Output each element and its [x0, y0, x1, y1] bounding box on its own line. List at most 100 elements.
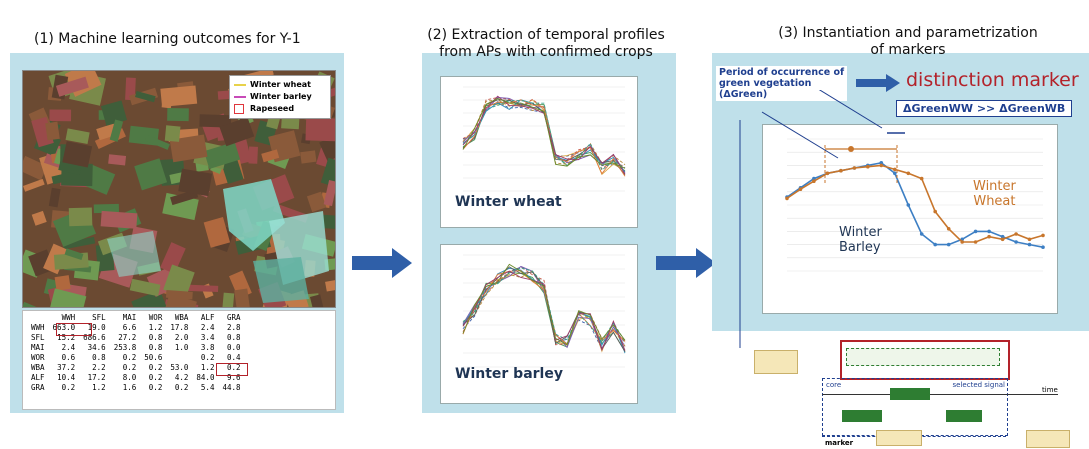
profile-chart-wheat: Winter wheat — [440, 76, 638, 228]
matrix-cell: 0.6 — [61, 353, 76, 362]
field-patch — [160, 85, 198, 107]
wheat-series-point — [839, 168, 843, 173]
highlight-wwh — [56, 323, 92, 336]
matrix-row: WOR 0.6 0.8 0.2 50.6 0.2 0.4 — [27, 353, 245, 363]
field-patch — [325, 279, 335, 292]
matrix-cell: 27.2 — [118, 333, 137, 342]
schema-selected-label: selected signal — [952, 381, 1005, 389]
barley-series-point — [919, 232, 924, 236]
schema-top-green-box — [846, 348, 1000, 366]
wheat-series-point — [919, 176, 924, 181]
wheat-series-point — [852, 166, 857, 170]
field-patch — [48, 187, 61, 208]
matrix-cell: 0.4 — [226, 353, 241, 362]
matrix-cell: WWH — [61, 313, 76, 322]
matrix-cell: SFL — [31, 333, 45, 342]
field-patch — [300, 150, 317, 164]
matrix-cell: 1.2 — [92, 383, 106, 392]
legend-item-winter-wheat: Winter wheat — [234, 79, 326, 91]
matrix-row: MAI 2.4 34.6 253.8 0.8 1.0 3.8 0.0 — [27, 343, 245, 353]
matrix-cell: 3.4 — [200, 333, 215, 342]
label-winter-barley: Winter Barley — [839, 225, 882, 255]
field-patch — [161, 293, 197, 307]
barley-series-point — [933, 242, 937, 247]
field-patch — [49, 109, 72, 122]
wheat-series-point — [1014, 232, 1018, 236]
matrix-cell: 0.8 — [148, 343, 163, 352]
barley-series-point — [973, 229, 978, 234]
matrix-cell: WOR — [31, 353, 45, 362]
matrix-cell: MAI — [122, 313, 137, 322]
step3-title: (3) Instantiation and parametrization of… — [778, 25, 1038, 58]
marker-chart: Winter Wheat Winter Barley — [762, 124, 1058, 314]
field-patch — [219, 117, 255, 147]
matrix-cell: 0.0 — [226, 343, 241, 352]
matrix-row: WBA 37.2 2.2 0.2 0.2 53.0 1.2 0.2 — [27, 363, 245, 373]
matrix-cell: WWH — [31, 323, 45, 332]
field-patch — [134, 158, 168, 191]
legend-item-rapeseed: Rapeseed — [234, 103, 326, 115]
matrix-header-row: WWH SFL MAI WOR WBA ALF GRA — [27, 313, 245, 323]
legend-swatch-wheat — [234, 83, 246, 86]
schema-precondition-note — [754, 350, 798, 374]
field-patch — [305, 117, 335, 142]
schema-time-axis — [822, 394, 1058, 395]
field-patch — [167, 107, 189, 122]
chart-label-winter-barley: Winter barley — [455, 366, 563, 382]
wheat-series-point — [798, 187, 803, 191]
matrix-cell: 2.4 — [61, 343, 76, 352]
field-patch — [261, 149, 280, 163]
field-patch — [100, 210, 138, 229]
label-winter-wheat: Winter Wheat — [973, 179, 1016, 209]
barley-series-point — [1041, 245, 1045, 249]
wheat-profiles-plot — [462, 86, 626, 192]
profile-series — [462, 270, 626, 347]
distinction-marker-label: distinction marker — [906, 69, 1079, 91]
barley-profiles-plot — [462, 254, 626, 368]
matrix-cell: 10.4 — [57, 373, 76, 382]
matrix-cell: ALF — [31, 373, 45, 382]
field-patch — [65, 128, 90, 145]
profile-series — [462, 270, 626, 352]
field-patch — [163, 264, 195, 298]
profile-series — [462, 270, 626, 345]
delta-green-formula: ΔGreenWW >> ΔGreenWB — [896, 100, 1073, 117]
wheat-series-point — [812, 179, 816, 183]
matrix-cell: WBA — [174, 313, 189, 322]
wheat-series-point — [960, 240, 964, 244]
matrix-cell: 0.2 — [200, 353, 215, 362]
barley-series-point — [812, 176, 816, 181]
barley-series-point — [906, 203, 911, 207]
matrix-cell: 253.8 — [113, 343, 137, 352]
step1-title: (1) Machine learning outcomes for Y-1 — [34, 31, 301, 47]
matrix-cell: 686.6 — [83, 333, 106, 342]
matrix-cell: 1.2 — [148, 323, 163, 332]
field-patch — [23, 301, 48, 307]
profile-series — [462, 99, 626, 165]
matrix-cell: 663.0 — [52, 323, 76, 332]
wheat-series-point — [893, 167, 897, 172]
matrix-cell: 1.6 — [122, 383, 137, 392]
wheat-series-point — [906, 171, 911, 176]
matrix-row: GRA 0.2 1.2 1.6 0.2 0.2 5.4 44.8 — [27, 383, 245, 393]
field-patch — [203, 141, 241, 169]
matrix-cell: 37.2 — [57, 363, 76, 372]
profile-series — [462, 99, 626, 177]
matrix-row: ALF 10.4 17.2 8.0 0.2 4.2 84.0 9.6 — [27, 373, 245, 383]
field-patch — [55, 76, 89, 97]
matrix-cell: MAI — [31, 343, 45, 352]
field-patch — [62, 141, 93, 168]
field-patch — [100, 100, 127, 126]
field-patch — [93, 203, 120, 214]
field-patch — [108, 154, 127, 166]
matrix-cell: 2.8 — [226, 323, 241, 332]
profile-series — [462, 267, 626, 342]
field-patch — [109, 119, 124, 142]
wheat-series-point — [785, 196, 789, 201]
schema-green-bar-3 — [946, 410, 982, 422]
chart-label-winter-wheat: Winter wheat — [455, 194, 562, 210]
barley-series-point — [879, 161, 884, 165]
wheat-series-point — [866, 164, 870, 169]
step2-title: (2) Extraction of temporal profiles from… — [427, 27, 665, 60]
field-patch — [170, 189, 199, 206]
